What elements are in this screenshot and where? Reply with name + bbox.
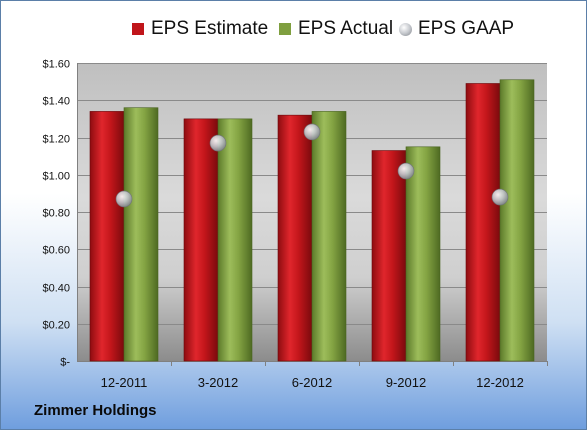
x-tick-label: 6-2012 <box>292 375 332 390</box>
y-tick-label: $0.40 <box>42 283 70 295</box>
bar-eps-estimate <box>183 118 219 362</box>
company-name: Zimmer Holdings <box>34 402 157 419</box>
bar-eps-actual <box>123 107 159 362</box>
x-tick-label: 12-2012 <box>476 375 524 390</box>
x-tick-label: 9-2012 <box>386 375 426 390</box>
legend-swatch <box>399 23 412 36</box>
legend-swatch <box>132 23 144 35</box>
bar-eps-estimate <box>465 83 501 362</box>
y-tick-label: $1.20 <box>42 134 70 146</box>
marker-eps-gaap <box>209 134 227 152</box>
y-tick-label: $- <box>60 357 70 369</box>
bar-eps-estimate <box>371 150 407 362</box>
marker-eps-gaap <box>491 188 509 206</box>
chart-legend: EPS Estimate EPS Actual EPS GAAP <box>1 17 586 43</box>
y-tick-label: $0.80 <box>42 208 70 220</box>
bar-eps-estimate <box>89 111 125 362</box>
y-tick-label: $1.60 <box>42 59 70 71</box>
bar-eps-actual <box>311 111 347 362</box>
y-tick-label: $1.40 <box>42 96 70 108</box>
legend-swatch <box>279 23 291 35</box>
legend-label: EPS Actual <box>298 18 394 39</box>
legend-label: EPS Estimate <box>151 18 269 39</box>
bar-eps-estimate <box>277 114 313 362</box>
y-tick-label: $0.20 <box>42 320 70 332</box>
legend-label: EPS GAAP <box>418 18 515 39</box>
x-tick-label: 3-2012 <box>198 375 238 390</box>
x-tick-label: 12-2011 <box>101 375 148 390</box>
y-tick-label: $0.60 <box>42 245 70 257</box>
y-tick-label: $1.00 <box>42 171 70 183</box>
bar-eps-actual <box>499 79 535 362</box>
marker-eps-gaap <box>397 162 415 180</box>
marker-eps-gaap <box>303 123 321 141</box>
bar-eps-actual <box>405 146 441 362</box>
bar-eps-actual <box>217 118 253 362</box>
marker-eps-gaap <box>115 190 133 208</box>
